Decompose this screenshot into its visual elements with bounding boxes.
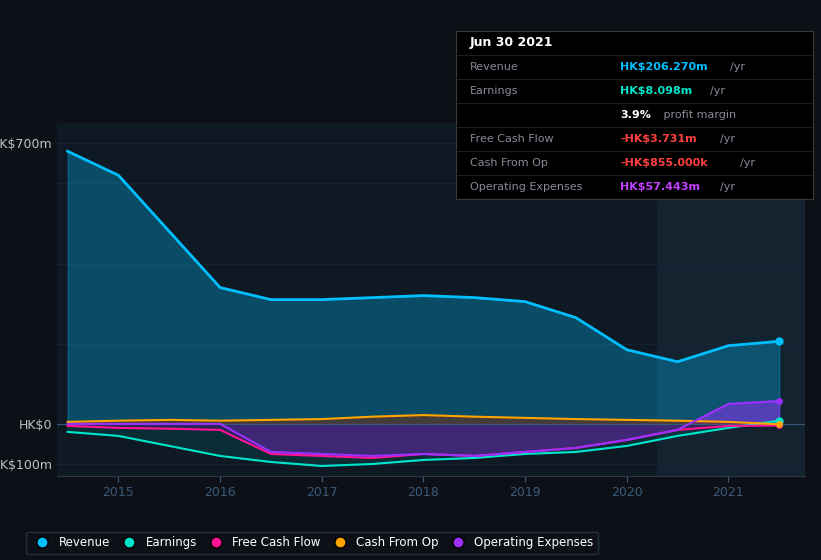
Bar (657, 123, 805, 476)
Text: HK$8.098m: HK$8.098m (620, 86, 692, 96)
Text: HK$206.270m: HK$206.270m (620, 62, 708, 72)
Text: /yr: /yr (740, 158, 755, 168)
Legend: Revenue, Earnings, Free Cash Flow, Cash From Op, Operating Expenses: Revenue, Earnings, Free Cash Flow, Cash … (25, 531, 599, 554)
Text: Operating Expenses: Operating Expenses (470, 182, 582, 192)
Text: 3.9%: 3.9% (620, 110, 651, 120)
Text: Jun 30 2021: Jun 30 2021 (470, 36, 553, 49)
Text: /yr: /yr (720, 182, 735, 192)
Text: Revenue: Revenue (470, 62, 519, 72)
Text: Cash From Op: Cash From Op (470, 158, 548, 168)
Text: HK$57.443m: HK$57.443m (620, 182, 700, 192)
Text: -HK$855.000k: -HK$855.000k (620, 158, 708, 168)
Text: profit margin: profit margin (660, 110, 736, 120)
Text: Earnings: Earnings (470, 86, 518, 96)
Text: -HK$3.731m: -HK$3.731m (620, 134, 696, 144)
Text: Free Cash Flow: Free Cash Flow (470, 134, 553, 144)
Text: /yr: /yr (730, 62, 745, 72)
Text: /yr: /yr (710, 86, 725, 96)
Text: /yr: /yr (720, 134, 735, 144)
